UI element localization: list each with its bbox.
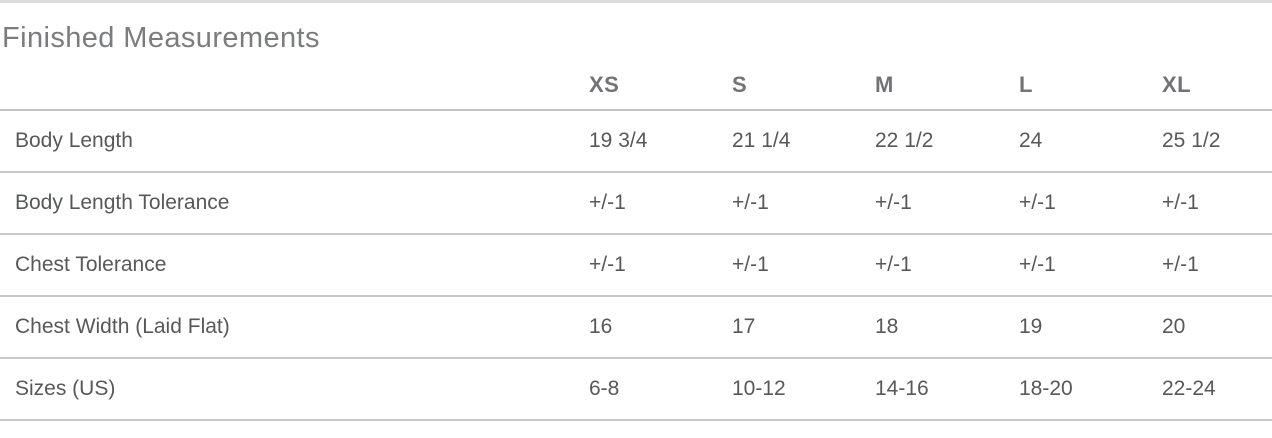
cell-chest-tolerance-xs: +/-1 [574,234,717,297]
cell-chest-tolerance-s: +/-1 [717,234,860,297]
table-row-body-length: Body Length 19 3/4 21 1/4 22 1/2 24 25 1… [0,110,1272,173]
cell-sizes-us-m: 14-16 [860,358,1004,421]
cell-body-length-tolerance-m: +/-1 [860,172,1004,235]
row-label: Body Length Tolerance [0,172,574,235]
cell-chest-width-xl: 20 [1147,296,1272,359]
top-divider [0,0,1272,3]
cell-chest-width-l: 19 [1004,296,1147,359]
cell-body-length-s: 21 1/4 [717,110,860,173]
cell-chest-width-s: 17 [717,296,860,359]
table-header-row: XS S M L XL [0,53,1272,111]
row-label: Chest Tolerance [0,234,574,297]
size-chart-section: Finished Measurements XS S M L XL Body L… [0,0,1272,421]
header-empty-cell [0,53,574,111]
table-row-chest-width: Chest Width (Laid Flat) 16 17 18 19 20 [0,296,1272,359]
measurements-table: XS S M L XL Body Length 19 3/4 21 1/4 22… [0,53,1272,421]
cell-sizes-us-xs: 6-8 [574,358,717,421]
cell-body-length-xl: 25 1/2 [1147,110,1272,173]
column-header-s: S [717,53,860,111]
cell-body-length-m: 22 1/2 [860,110,1004,173]
section-title: Finished Measurements [2,22,320,54]
cell-chest-tolerance-xl: +/-1 [1147,234,1272,297]
cell-sizes-us-s: 10-12 [717,358,860,421]
row-label: Chest Width (Laid Flat) [0,296,574,359]
cell-body-length-tolerance-l: +/-1 [1004,172,1147,235]
cell-chest-width-xs: 16 [574,296,717,359]
cell-sizes-us-l: 18-20 [1004,358,1147,421]
column-header-m: M [860,53,1004,111]
table-row-chest-tolerance: Chest Tolerance +/-1 +/-1 +/-1 +/-1 +/-1 [0,234,1272,297]
row-label: Sizes (US) [0,358,574,421]
cell-chest-tolerance-l: +/-1 [1004,234,1147,297]
table-row-body-length-tolerance: Body Length Tolerance +/-1 +/-1 +/-1 +/-… [0,172,1272,235]
cell-body-length-xs: 19 3/4 [574,110,717,173]
cell-sizes-us-xl: 22-24 [1147,358,1272,421]
cell-body-length-tolerance-s: +/-1 [717,172,860,235]
cell-body-length-tolerance-xl: +/-1 [1147,172,1272,235]
column-header-l: L [1004,53,1147,111]
table-row-sizes-us: Sizes (US) 6-8 10-12 14-16 18-20 22-24 [0,358,1272,421]
row-label: Body Length [0,110,574,173]
cell-body-length-l: 24 [1004,110,1147,173]
cell-body-length-tolerance-xs: +/-1 [574,172,717,235]
column-header-xl: XL [1147,53,1272,111]
cell-chest-tolerance-m: +/-1 [860,234,1004,297]
column-header-xs: XS [574,53,717,111]
cell-chest-width-m: 18 [860,296,1004,359]
